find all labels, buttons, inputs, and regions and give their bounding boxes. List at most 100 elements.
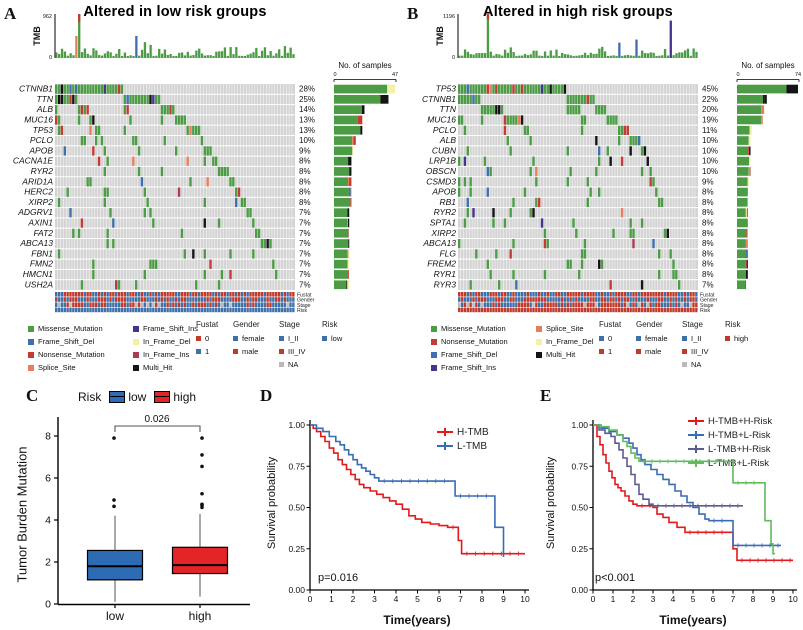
mutation-cell [563,84,567,94]
clinical-track-cell [155,292,158,297]
legend-label: In_Frame_Del [143,337,191,346]
clinical-track-cell [612,302,615,307]
clinical-track-cell [177,302,181,307]
mutation-cell [55,84,58,94]
mutation-cell [463,156,467,166]
tmb-axis-max: 1196 [443,14,455,20]
clinical-track-cell [600,302,604,307]
clinical-track-label: Fustat [297,292,312,298]
clinical-track-cell [620,292,624,297]
clinical-track-cell [149,307,152,313]
clinical-track-cell [540,297,544,302]
clinical-track-cell [646,302,649,307]
clinical-track-cell [160,297,164,302]
km2-x-axis-label: Time(years) [659,613,727,627]
mutation-cell [523,187,527,197]
boxplot-svg: 0 2 4 6 8 low high 0.026 [45,414,250,623]
clinical-track-cell [275,297,278,302]
clinical-track-cell [172,307,175,313]
mutation-cell [483,105,487,115]
legend-label: Missense_Mutation [38,324,103,333]
clinical-track-cell [635,302,638,307]
mutation-cell [226,166,229,177]
clinical-track-cell [263,302,266,307]
clinical-track-cell [689,297,692,302]
mutation-cell [509,208,512,218]
mutation-cell [203,146,206,156]
clinical-track-cell [478,292,481,297]
mutation-cell [183,115,186,125]
gene-pct-label: 13% [299,116,315,125]
mutation-cell [149,259,152,269]
box-ytick: 8 [45,431,51,443]
mutation-cell [209,146,212,156]
mutation-cell [652,177,655,187]
clinical-track-cell [292,307,295,313]
clinical-track-cell [166,302,169,307]
clinical-track-cell [289,302,292,307]
km-curve-H-TMB+L-Risk [593,424,781,547]
mutation-cell [512,115,515,125]
clinical-track-label: Gender [297,298,315,304]
gene-pct-label: 9% [702,177,714,186]
clinical-track-cell [203,297,206,302]
gene-pct-label: 8% [702,219,714,228]
clinical-track-cell [129,292,132,297]
mutation-cell [515,280,518,290]
samples-bar [334,84,388,94]
clinical-track-cell [540,302,544,307]
clinical-track-cell [575,307,578,313]
clinical-track-cell [469,292,472,297]
clinical-track-cell [509,292,512,297]
mutation-cell [103,187,106,197]
clinical-track-cell [578,302,581,307]
mutation-cell [532,84,535,94]
clinical-track-cell [658,307,661,313]
clinical-track-cell [197,297,201,302]
mutation-cell [220,269,224,280]
clinical-track-cell [615,297,618,302]
clinical-track-cell [97,297,101,302]
mutation-cell [575,105,578,115]
gene-label: FAT2 [33,228,53,238]
clinical-track-cell [466,297,469,302]
clinical-track-cell [283,307,286,313]
mutation-cell [589,187,592,197]
clinical-track-cell [535,292,538,297]
box-outlier [200,491,204,496]
legend-item: Multi_Hit [133,361,198,374]
clinical-track-cell [486,297,489,302]
legend-swatch [133,338,139,345]
mutation-cell [135,136,138,146]
clinical-track-cell [177,292,181,297]
clinical-track-cell [263,297,266,302]
clinical-track-cell [120,302,124,307]
clinical-track-cell [172,292,175,297]
mutation-cell [486,187,489,197]
clinical-track-cell [466,307,469,313]
clinical-track-cell [257,302,261,307]
clinical-legend-title: Risk [725,320,741,329]
panel-c-letter: C [26,386,39,405]
tmb-axis-label: TMB [32,26,42,46]
mutation-cell [612,228,615,238]
clinical-track-cell [226,292,229,297]
clinical-track-cell [203,307,206,313]
clinical-track-cell [652,307,655,313]
gene-label: ABCA13 [19,238,53,248]
mutation-cell [112,84,115,94]
clinical-track-cell [257,307,261,313]
clinical-track-cell [495,302,498,307]
mutation-cell [132,156,135,166]
clinical-track-cell [646,292,649,297]
clinical-track-cell [529,302,532,307]
mutation-cell [535,197,538,208]
gene-pct-label: 7% [299,249,311,258]
clinical-track-cell [520,302,524,307]
clinical-track-cell [269,302,272,307]
clinical-track-cell [572,297,575,302]
clinical-track-cell [520,297,524,302]
mutation-cell [640,218,644,228]
clinical-track-cell [260,292,264,297]
clinical-legend-title: Stage [682,320,703,329]
